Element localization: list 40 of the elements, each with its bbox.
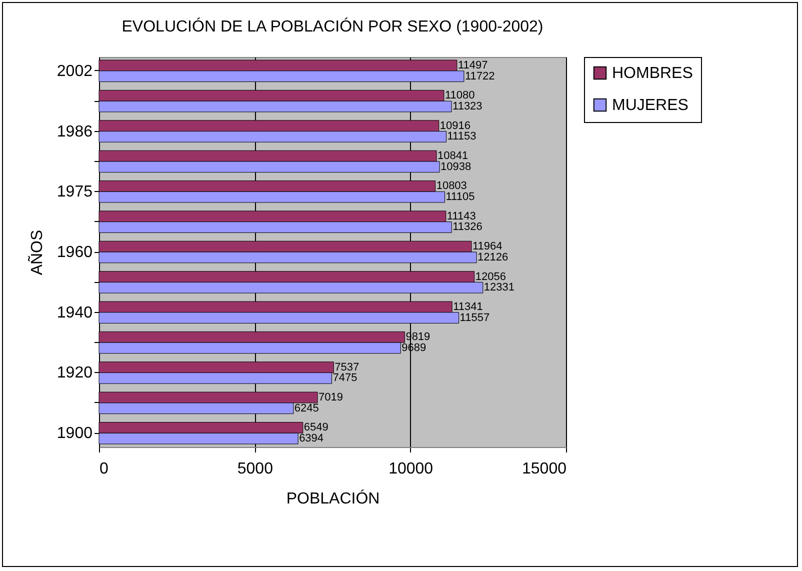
data-label: 7537 (334, 361, 360, 374)
data-label: 11557 (460, 312, 490, 324)
data-label: 7019 (318, 391, 344, 404)
data-label: 11722 (464, 70, 495, 82)
y-tick-label: 1940 (56, 304, 93, 322)
y-tick-label: 1900 (56, 425, 93, 442)
data-label: 10916 (440, 120, 470, 132)
legend-label: MUJERES (612, 97, 688, 114)
y-axis-title: AÑOS (26, 230, 46, 276)
legend-label: HOMBRES (612, 65, 693, 82)
y-tick-label: 2002 (56, 62, 93, 80)
data-label: 6245 (294, 402, 319, 414)
data-label: 11153 (447, 130, 476, 143)
y-tick-label: 1986 (56, 123, 93, 140)
y-tick-label: 1920 (56, 364, 93, 382)
data-label: 6549 (304, 422, 328, 434)
data-label: 11497 (458, 59, 488, 72)
data-label: 7475 (332, 372, 358, 384)
x-tick-label: 15000 (522, 460, 567, 478)
data-label: 6394 (299, 432, 324, 445)
data-label: 11964 (472, 240, 502, 253)
x-tick-label: 5000 (237, 460, 274, 478)
data-label: 11326 (452, 221, 482, 234)
data-label: 12331 (484, 282, 514, 294)
x-tick-label: 10000 (388, 460, 434, 478)
data-label: 11105 (446, 191, 475, 204)
data-label: 11341 (453, 300, 483, 313)
data-label: 11143 (446, 210, 476, 222)
data-label: 10803 (436, 180, 467, 192)
x-axis-title: POBLACIÓN (286, 490, 380, 508)
data-label: 12056 (475, 270, 506, 283)
data-label: 11080 (444, 90, 475, 102)
chart-title: EVOLUCIÓN DE LA POBLACIÓN POR SEXO (1900-2002) (122, 18, 544, 36)
data-label: 11323 (452, 100, 482, 113)
y-tick-label: 1960 (56, 244, 93, 261)
data-label: 12126 (478, 251, 508, 264)
data-label: 10938 (440, 160, 472, 173)
x-tick-label: 0 (100, 460, 108, 478)
data-label: 10841 (438, 150, 468, 162)
y-tick-label: 1975 (56, 184, 93, 201)
